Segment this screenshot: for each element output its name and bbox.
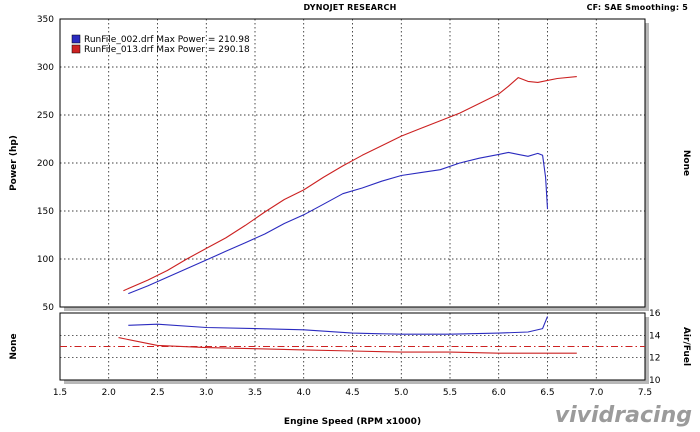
power-y-tick-label: 150	[37, 207, 54, 217]
power-series-run-002-line	[128, 151, 549, 295]
afr-y-tick-label: 16	[649, 309, 661, 319]
afr-y-tick-label: 12	[649, 354, 660, 364]
power-series-run-013-line	[123, 76, 577, 292]
vividracing-logo-watermark: vividracing	[555, 403, 692, 428]
power-y-tick-label: 250	[37, 111, 54, 121]
x-tick-label: 7.5	[638, 388, 652, 398]
afr-series-run-013-line	[118, 337, 577, 354]
power-y-axis-label: Power (hp)	[9, 135, 19, 191]
x-tick-label: 5.5	[443, 388, 457, 398]
x-tick-label: 2.0	[102, 388, 117, 398]
chart-settings-text: CF: SAE Smoothing: 5	[586, 3, 688, 12]
x-tick-label: 5.0	[394, 388, 409, 398]
x-tick-label: 2.5	[150, 388, 164, 398]
legend-swatch-run-002	[71, 34, 81, 44]
afr-right-axis-label: Air/Fuel	[681, 327, 691, 366]
x-tick-label: 6.0	[492, 388, 507, 398]
afr-y-tick-label: 10	[649, 376, 661, 386]
afr-left-axis-label: None	[9, 333, 19, 359]
chart-title: DYNOJET RESEARCH	[303, 3, 397, 12]
x-tick-label: 6.5	[540, 388, 554, 398]
legend-swatch-run-013	[71, 44, 81, 54]
x-tick-label: 1.5	[53, 388, 67, 398]
x-tick-label: 7.0	[589, 388, 604, 398]
power-right-axis-label: None	[681, 150, 691, 176]
x-tick-label: 4.0	[297, 388, 312, 398]
power-y-tick-label: 200	[37, 159, 54, 169]
power-y-tick-label: 100	[37, 255, 54, 265]
afr-y-tick-label: 14	[649, 331, 661, 341]
legend-label-run-013: RunFile_013.drf Max Power = 290.18	[84, 45, 250, 55]
power-y-tick-label: 300	[37, 63, 54, 73]
x-tick-label: 3.5	[248, 388, 262, 398]
x-tick-label: 4.5	[345, 388, 359, 398]
power-y-tick-label: 350	[37, 15, 54, 25]
x-axis-label: Engine Speed (RPM x1000)	[284, 417, 421, 427]
legend-label-run-002: RunFile_002.drf Max Power = 210.98	[84, 35, 250, 45]
power-y-tick-label: 50	[43, 303, 55, 313]
x-tick-label: 3.0	[199, 388, 214, 398]
afr-series-run-002-line	[128, 316, 549, 335]
